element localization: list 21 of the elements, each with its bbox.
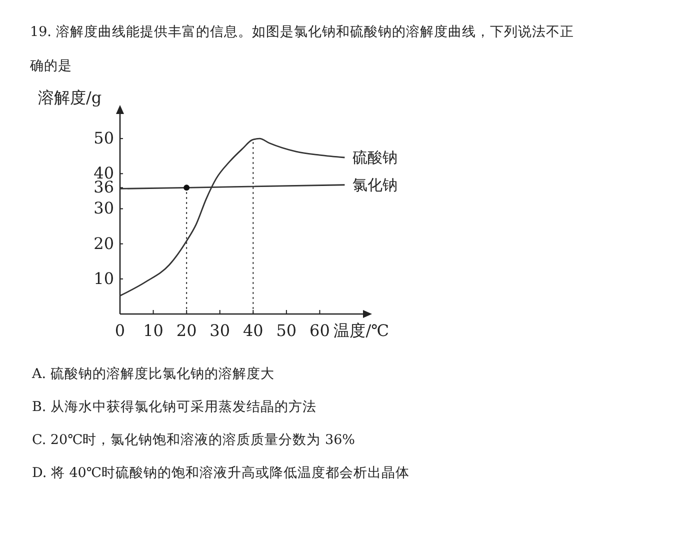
y-tick-label: 50: [94, 128, 114, 148]
x-tick-label: 30: [210, 321, 230, 340]
text: C. 20℃时，氯化钠饱和溶液的溶质质量分数为 36%: [32, 432, 356, 448]
y-tick-label: 30: [94, 198, 114, 218]
series-label: 硫酸钠: [352, 148, 398, 167]
x-tick-label: 40: [242, 321, 264, 340]
x-tick-label: 10: [143, 321, 164, 340]
text: A. 硫酸钠的溶解度比氯化钠的溶解度大: [31, 366, 274, 382]
y-tick-label: 10: [94, 268, 114, 288]
text: D. 将 40℃时硫酸钠的饱和溶液升高或降低温度都会析出晶体: [32, 465, 410, 481]
y-tick-label: 36: [94, 178, 114, 197]
x-tick-label: 50: [276, 321, 297, 340]
chart-title: 19. 溶解度曲线能提供丰富的信息。如图是氯化钠和硫酸钠的溶解度曲线，下列说法不正确的是: [30, 24, 574, 74]
x-tick-label: 60: [310, 321, 330, 340]
x-axis-title: 温度/℃: [334, 321, 390, 340]
x-tick-label: 0: [114, 321, 126, 340]
text: B. 从海水中获得氯化钠可采用蒸发结晶的方法: [32, 399, 317, 415]
x-tick-label: 20: [176, 321, 197, 340]
y-tick-label: 20: [94, 234, 114, 253]
y-axis-title: 溶解度/g: [38, 88, 102, 107]
series-label: 氯化钠: [352, 176, 398, 194]
